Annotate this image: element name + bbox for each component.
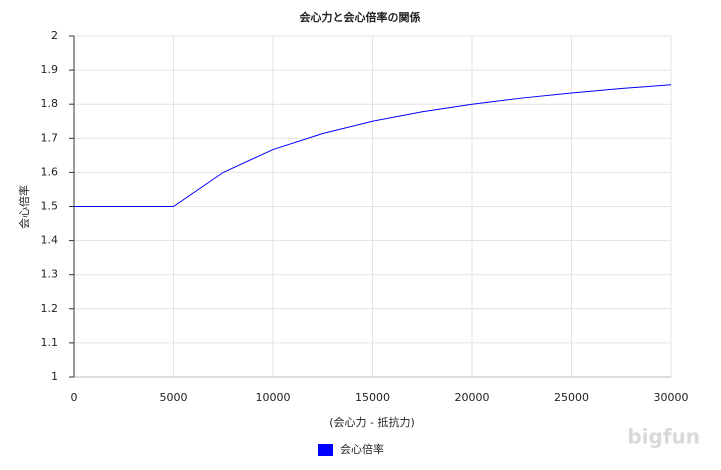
x-tick-label: 30000 xyxy=(654,391,689,404)
line xyxy=(74,84,672,207)
y-axis-label: 会心倍率 xyxy=(17,185,31,229)
y-tick-label: 1.6 xyxy=(41,165,59,178)
y-tick-label: 1.3 xyxy=(41,268,59,281)
x-tick-label: 5000 xyxy=(160,391,188,404)
y-tick-label: 1.4 xyxy=(41,234,59,247)
y-tick-label: 1.5 xyxy=(41,200,59,213)
x-tick-label: 10000 xyxy=(256,391,291,404)
watermark: bigfun xyxy=(627,425,700,449)
y-tick-label: 1.8 xyxy=(41,97,59,110)
y-tick-label: 2 xyxy=(51,29,58,42)
y-tick-label: 1.9 xyxy=(41,63,59,76)
x-tick-label: 25000 xyxy=(554,391,589,404)
x-axis-label: (会心力 - 抵抗力) xyxy=(329,415,415,429)
x-tick-label: 15000 xyxy=(355,391,390,404)
x-tick-label: 20000 xyxy=(455,391,490,404)
y-tick-label: 1.2 xyxy=(41,302,59,315)
legend-label: 会心倍率 xyxy=(340,442,384,456)
y-tick-label: 1 xyxy=(51,370,58,383)
y-tick-label: 1.1 xyxy=(41,336,59,349)
chart-title: 会心力と会心倍率の関係 xyxy=(300,10,421,24)
legend-swatch xyxy=(318,444,333,456)
x-tick-label: 0 xyxy=(71,391,78,404)
y-tick-label: 1.7 xyxy=(41,131,59,144)
